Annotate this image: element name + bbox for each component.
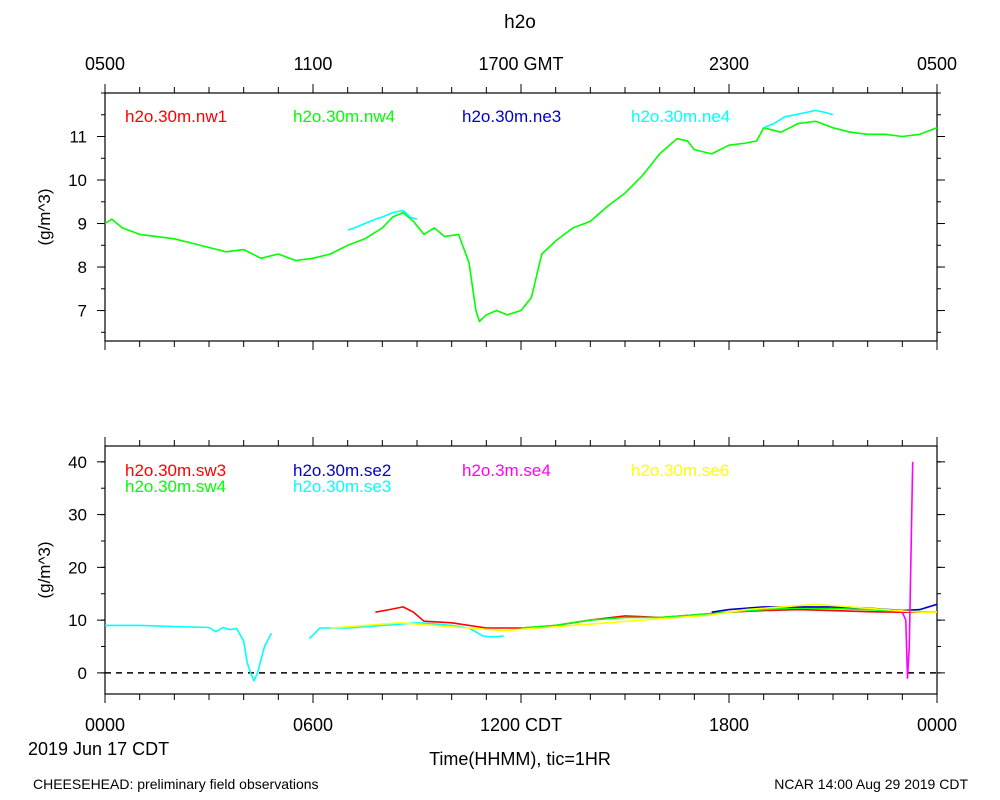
bottom-tick-label: 1200 CDT — [480, 715, 562, 735]
bottom-axis-labels: 0000 0600 1200 CDT 1800 0000 — [85, 715, 957, 735]
y-tick-label: 10 — [68, 171, 87, 190]
chart-title: h2o — [504, 12, 536, 33]
series-line-h2o-30m-ne4 — [347, 209, 418, 231]
series-line-h2o-30m-ne4 — [763, 109, 834, 129]
series-line-h2o-3m-se4 — [901, 461, 914, 680]
top-tick-label: 0500 — [917, 54, 957, 74]
y-axis-label: (g/m^3) — [35, 188, 54, 245]
upper-panel: 7 8 9 10 11 (g/m^3) h2o.30m.nw1 h2o.30m.nw4 h2o.… — [35, 84, 945, 350]
top-tick-label: 0500 — [85, 54, 125, 74]
legend-entry: h2o.30m.se6 — [631, 461, 729, 480]
legend-entry: h2o.30m.se3 — [293, 477, 391, 496]
legend-entry: h2o.30m.se2 — [293, 461, 391, 480]
bottom-tick-label: 0000 — [917, 715, 957, 735]
series-line-h2o-30m-se2 — [711, 603, 938, 613]
legend-entry: h2o.30m.nw1 — [125, 107, 227, 126]
y-axis-label: (g/m^3) — [35, 541, 54, 598]
bottom-tick-label: 1800 — [709, 715, 749, 735]
y-tick-label: 11 — [69, 128, 87, 147]
top-tick-label: 2300 — [709, 54, 749, 74]
legend-entry: h2o.3m.se4 — [462, 461, 551, 480]
y-tick-label: 20 — [68, 558, 87, 577]
y-tick-label: 30 — [68, 506, 87, 525]
top-tick-label: 1100 — [294, 54, 333, 74]
legend-entry: h2o.30m.sw4 — [125, 477, 226, 496]
legend-entry: h2o.30m.ne4 — [631, 107, 730, 126]
footer-left: CHEESEHEAD: preliminary field observatio… — [33, 776, 319, 792]
y-tick-label: 7 — [78, 302, 87, 321]
plot-frame — [104, 445, 938, 695]
legend-entry: h2o.30m.ne3 — [462, 107, 561, 126]
bottom-tick-label: 0600 — [293, 715, 333, 735]
x-axis-label: Time(HHMM), tic=1HR — [429, 749, 611, 769]
y-tick-label: 9 — [78, 215, 87, 234]
footer-right: NCAR 14:00 Aug 29 2019 CDT — [774, 776, 968, 792]
bottom-tick-label: 0000 — [85, 715, 125, 735]
y-tick-label: 0 — [78, 664, 87, 683]
date-label: 2019 Jun 17 CDT — [28, 739, 169, 759]
series-line-h2o-30m-se3 — [105, 624, 273, 682]
legend-entry: h2o.30m.sw3 — [125, 461, 226, 480]
plot-frame — [104, 92, 938, 342]
series-line-h2o-30m-se6 — [330, 603, 937, 632]
series-line-h2o-30m-se3 — [308, 621, 504, 640]
y-tick-label: 40 — [68, 453, 87, 472]
legend-entry: h2o.30m.nw4 — [293, 107, 395, 126]
top-tick-label: 1700 GMT — [478, 54, 563, 74]
y-tick-label: 10 — [68, 611, 87, 630]
top-axis-labels: 0500 1100 1700 GMT 2300 0500 — [85, 54, 957, 74]
series-line-h2o-30m-nw4 — [104, 120, 938, 323]
y-tick-label: 8 — [78, 258, 87, 277]
